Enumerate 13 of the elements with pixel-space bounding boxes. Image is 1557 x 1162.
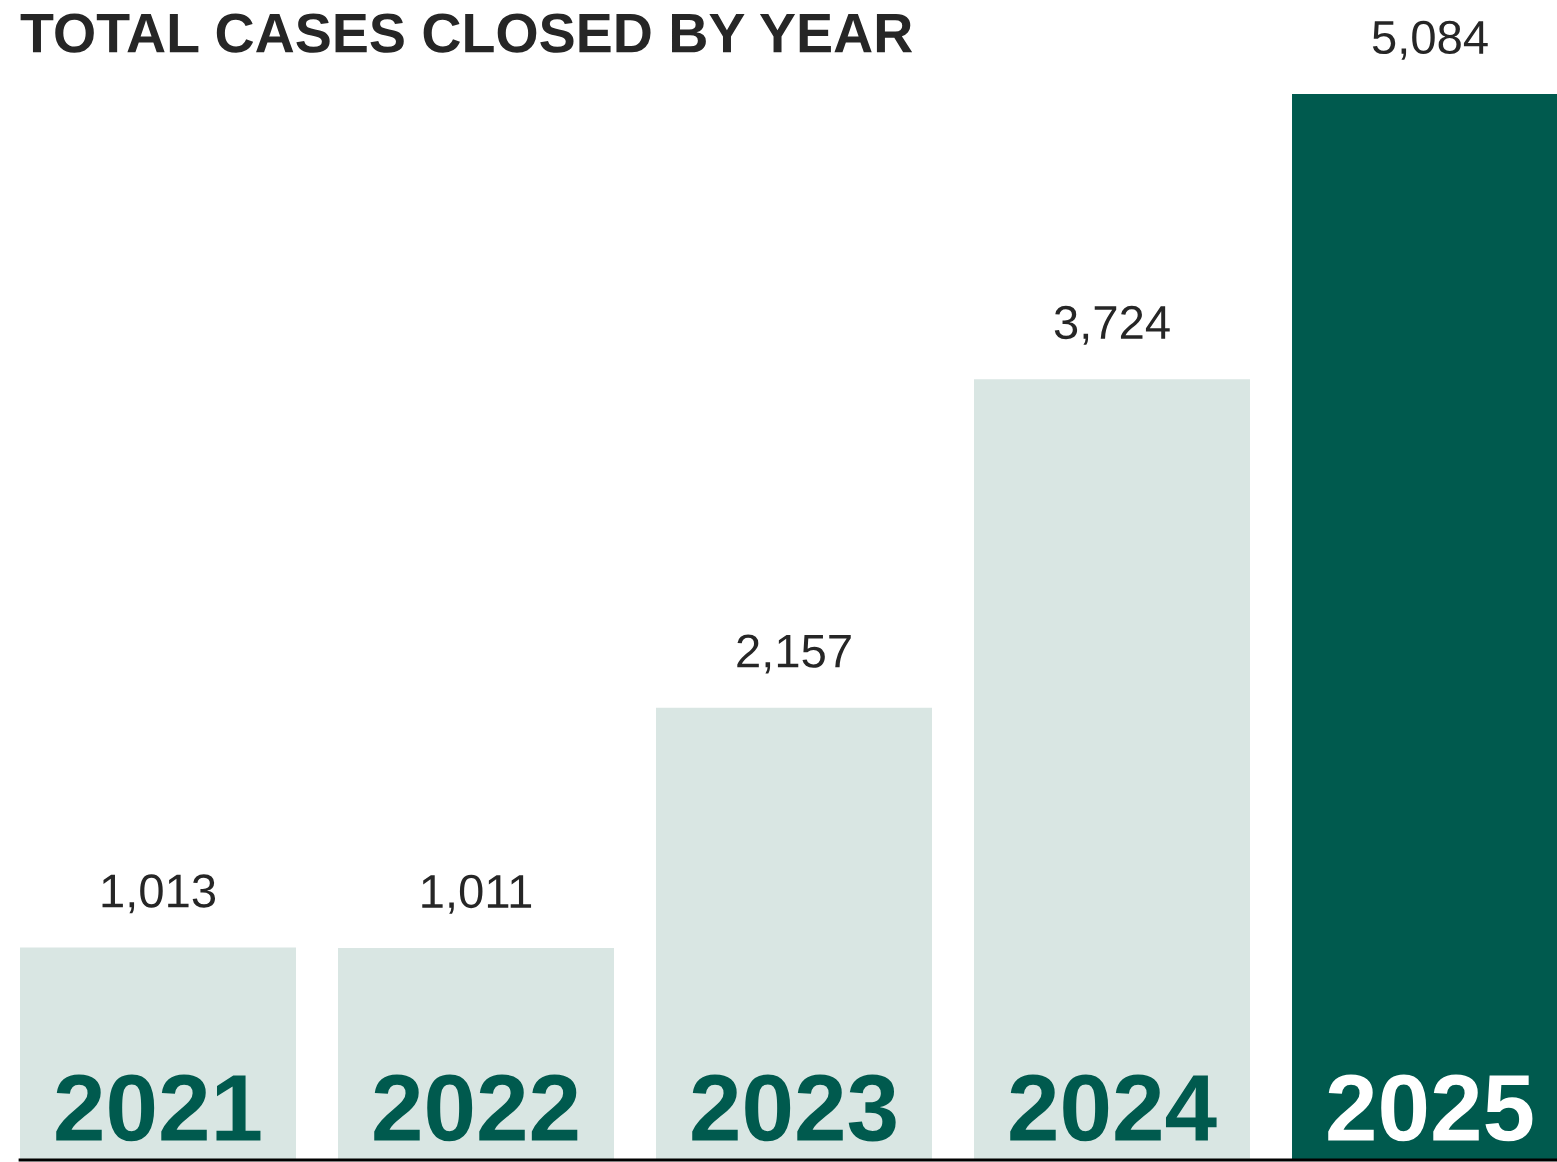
data-label: 5,084 <box>1372 20 1488 60</box>
data-label: 1,011 <box>422 874 532 914</box>
x-tick-label: 2023 <box>692 1074 896 1142</box>
x-tick-label: 2025 <box>1328 1074 1533 1142</box>
chart-title: TOTAL CASES CLOSED BY YEAR <box>20 13 913 53</box>
data-label: 1,013 <box>102 874 216 914</box>
x-tick-label: 2024 <box>1010 1074 1217 1142</box>
x-tick-label: 2021 <box>56 1074 261 1142</box>
data-label: 2,157 <box>737 634 851 674</box>
bar <box>974 379 1251 1160</box>
bar <box>656 707 933 1160</box>
x-tick-label: 2022 <box>374 1074 578 1142</box>
data-label: 3,724 <box>1054 305 1170 345</box>
